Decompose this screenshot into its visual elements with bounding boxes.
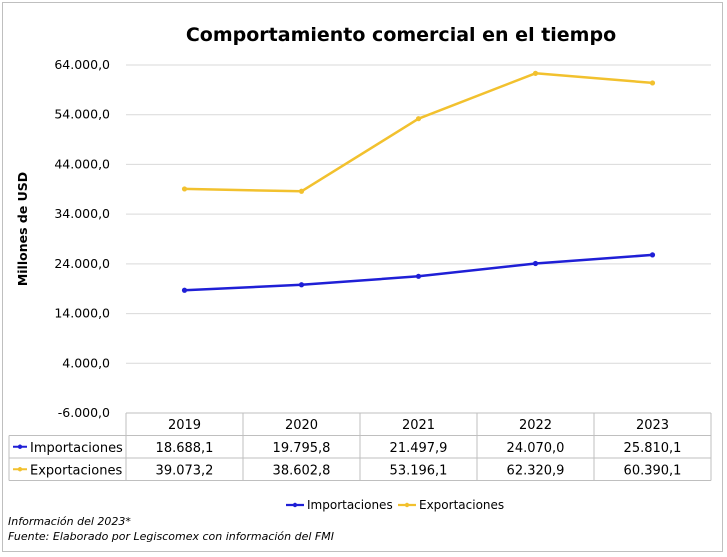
x-tick-label: 2020 (285, 418, 318, 433)
y-tick-label: -6.000,0 (58, 405, 110, 420)
series-lines (181, 70, 656, 293)
y-axis-ticks: 64.000,0 54.000,0 44.000,0 34.000,0 24.000,0… (54, 57, 110, 420)
info-note: Información del 2023* (8, 515, 131, 528)
data-label: 25.810,1 (624, 441, 682, 456)
legend: Importaciones Exportaciones (286, 498, 504, 512)
gridlines (126, 64, 711, 364)
data-point (649, 252, 656, 258)
x-tick-label: 2022 (519, 418, 552, 433)
data-label: 19.795,8 (273, 441, 331, 456)
chart-title: Comportamiento comercial en el tiempo (186, 24, 616, 46)
x-tick-label: 2023 (636, 418, 669, 433)
data-label: 18.688,1 (156, 441, 214, 456)
x-tick-label: 2019 (168, 418, 201, 433)
data-point (415, 273, 422, 279)
series-line (184, 253, 653, 292)
data-point (415, 116, 422, 122)
table-legend-marker (17, 444, 23, 449)
table-series-name: Importaciones (30, 441, 123, 456)
table-legend-marker (17, 467, 23, 472)
data-point (532, 260, 539, 267)
y-tick-label: 34.000,0 (54, 206, 110, 221)
y-tick-label: 64.000,0 (54, 57, 110, 72)
y-tick-label: 24.000,0 (54, 256, 110, 271)
data-label: 21.497,9 (390, 441, 448, 456)
table-series-name: Exportaciones (30, 463, 122, 478)
data-point (181, 287, 188, 293)
y-axis-label: Millones de USD (15, 172, 30, 286)
y-tick-label: 14.000,0 (54, 306, 110, 321)
legend-marker (404, 502, 410, 508)
series-line (184, 72, 653, 193)
y-tick-label: 4.000,0 (62, 355, 110, 370)
data-label: 38.602,8 (273, 463, 331, 478)
data-label: 39.073,2 (156, 463, 214, 478)
data-label: 60.390,1 (624, 463, 682, 478)
data-point (298, 188, 305, 194)
data-table: 2019 2020 2021 2022 2023 Importaciones 18.688,… (8, 412, 712, 481)
y-tick-label: 44.000,0 (54, 156, 110, 171)
legend-label: Exportaciones (419, 498, 504, 512)
line-chart: Comportamiento comercial en el tiempo Mi… (8, 24, 712, 543)
y-tick-label: 54.000,0 (54, 107, 110, 122)
x-tick-label: 2021 (402, 418, 435, 433)
source-note: Fuente: Elaborado por Legiscomex con inf… (8, 530, 334, 543)
data-point (649, 80, 656, 86)
legend-label: Importaciones (307, 498, 393, 512)
data-point (532, 70, 539, 76)
legend-marker (292, 502, 298, 508)
data-point (298, 282, 305, 288)
data-point (181, 186, 188, 192)
data-label: 53.196,1 (390, 463, 448, 478)
data-label: 62.320,9 (507, 463, 565, 478)
chart-frame: Comportamiento comercial en el tiempo Mi… (2, 2, 723, 552)
data-label: 24.070,0 (507, 441, 565, 456)
